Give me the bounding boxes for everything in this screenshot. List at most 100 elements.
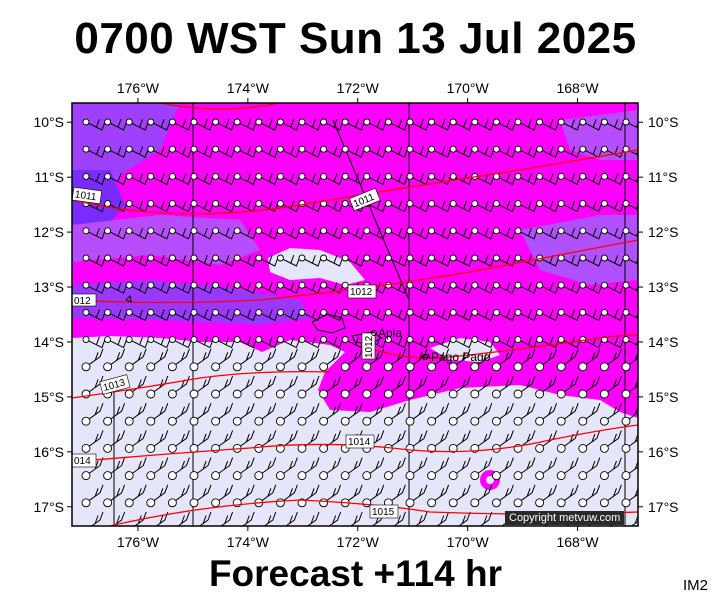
barb-station: [384, 118, 392, 126]
barb-station: [579, 281, 587, 289]
barb-station: [256, 525, 261, 526]
wind-barb: [193, 146, 214, 158]
barb-station: [255, 281, 263, 289]
barb-station: [535, 443, 545, 453]
wind-barb: [431, 375, 450, 395]
wind-barb: [388, 282, 408, 294]
wind-barb: [366, 119, 387, 131]
barb-station: [190, 172, 198, 180]
barb-station: [168, 118, 176, 126]
wind-barb: [496, 484, 514, 504]
wind-barb: [193, 309, 214, 322]
wind-barb: [280, 375, 298, 395]
wind-barb: [582, 484, 601, 504]
isobar-1012-lower: [359, 334, 638, 359]
barb-station: [491, 362, 501, 372]
barb-station: [491, 416, 501, 426]
barb-station: [276, 145, 284, 153]
lat-label-left: 13°S: [33, 279, 64, 295]
barb-station: [451, 525, 456, 526]
wind-barb: [215, 173, 236, 186]
barb-station: [557, 145, 565, 153]
wind-barb: [280, 309, 300, 322]
barb-station: [471, 254, 479, 262]
barb-station: [384, 254, 392, 262]
wind-barb: [344, 119, 365, 131]
barb-station: [492, 118, 500, 126]
isobar-label-1012c: 1012: [361, 332, 376, 360]
barb-station: [103, 416, 113, 426]
barb-station: [470, 416, 480, 426]
barb-station: [103, 498, 113, 508]
barb-station: [341, 281, 349, 289]
barb-station: [383, 471, 393, 481]
wind-barb: [431, 403, 450, 422]
wind-barb: [215, 146, 236, 158]
barb-station: [124, 471, 134, 481]
barb-station: [168, 145, 176, 153]
barb-station: [514, 281, 522, 289]
wind-barb: [107, 457, 126, 477]
barb-station: [276, 200, 284, 208]
barb-station: [471, 145, 479, 153]
barb-station: [105, 525, 110, 526]
barb-station: [513, 471, 523, 481]
barb-station: [190, 118, 198, 126]
barb-station: [557, 308, 565, 316]
wind-barb: [388, 457, 406, 477]
barb-station: [406, 227, 414, 235]
barb-station: [233, 200, 241, 208]
barb-station: [579, 118, 587, 126]
barb-station: [514, 118, 522, 126]
wind-barb: [452, 375, 471, 395]
barb-station: [429, 525, 434, 526]
wind-barb: [388, 309, 408, 322]
wind-barb: [258, 348, 277, 368]
barb-station: [556, 362, 566, 372]
barb-station: [255, 118, 263, 126]
barb-station: [579, 200, 587, 208]
barb-station: [470, 498, 480, 508]
wind-barb: [172, 227, 192, 240]
wind-barb: [496, 403, 514, 422]
wind-barb: [560, 146, 581, 158]
barb-station: [190, 227, 198, 235]
barb-station: [514, 254, 522, 262]
barb-station: [406, 145, 414, 153]
wind-barb: [452, 403, 471, 422]
barb-station: [514, 336, 522, 344]
wind-barb: [388, 200, 408, 213]
barb-station: [192, 525, 196, 526]
barb-station: [124, 443, 134, 453]
wind-barb: [344, 403, 363, 422]
barb-station: [82, 336, 90, 344]
wind-barb: [107, 200, 128, 213]
lat-label-left: 10°S: [33, 114, 64, 130]
barb-station: [233, 281, 241, 289]
lat-label-right: 11°S: [648, 169, 677, 185]
barb-station: [233, 172, 241, 180]
wind-barb: [431, 200, 452, 213]
barb-station: [405, 416, 415, 426]
barb-station: [212, 281, 220, 289]
wind-barb: [457, 511, 471, 526]
wind-barb: [539, 146, 560, 158]
barb-station: [81, 362, 91, 372]
wind-barb: [301, 119, 322, 131]
wind-barb: [344, 348, 363, 368]
wind-barb: [301, 484, 320, 504]
barb-station: [578, 362, 588, 372]
wind-barb: [496, 336, 516, 349]
barb-station: [362, 498, 372, 508]
wind-barb: [301, 348, 320, 368]
barb-station: [405, 498, 415, 508]
barb-station: [449, 227, 457, 235]
barb-station: [167, 498, 177, 508]
wind-barb: [280, 348, 298, 368]
wind-barb: [388, 173, 408, 186]
wind-barb: [431, 227, 452, 240]
lat-label-right: 16°S: [648, 444, 679, 460]
wind-barb: [452, 227, 473, 240]
lat-label-left: 17°S: [33, 499, 64, 515]
wind-barb: [604, 375, 622, 395]
